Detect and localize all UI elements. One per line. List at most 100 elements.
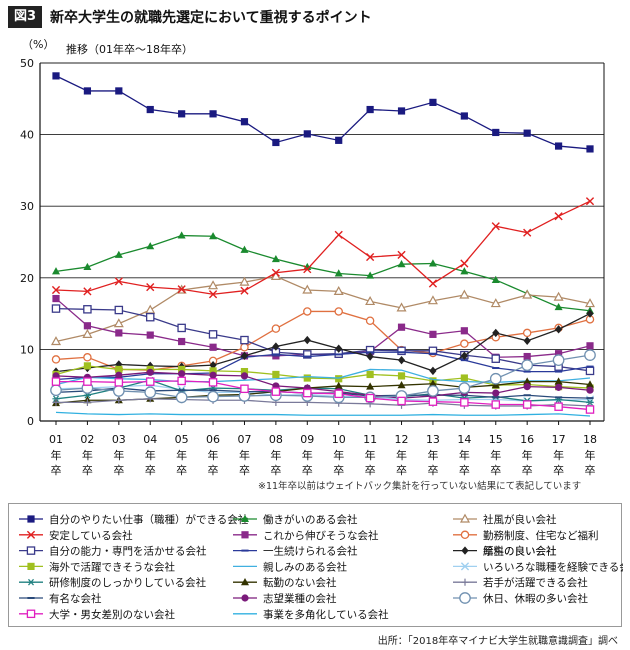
- data-point: [428, 397, 438, 406]
- data-point: [52, 398, 60, 406]
- legend-label: 給料の良い会社: [483, 545, 557, 558]
- data-point: [144, 386, 157, 399]
- y-tick-label: 20: [20, 272, 34, 285]
- data-point: [585, 405, 595, 414]
- data-point: [397, 396, 406, 406]
- series-line: [55, 368, 591, 386]
- data-point: [397, 250, 406, 259]
- series-6: [51, 304, 595, 376]
- data-point: [209, 232, 218, 240]
- data-point: [334, 269, 343, 277]
- legend-marker: [241, 594, 249, 602]
- data-point: [83, 322, 92, 330]
- x-tick-suffix: 年: [208, 448, 219, 462]
- data-point: [334, 389, 343, 399]
- x-tick-label: 12: [395, 433, 409, 446]
- x-tick-suffix: 年: [365, 448, 376, 462]
- series-19: [55, 411, 591, 417]
- data-point: [272, 342, 280, 351]
- data-point: [114, 305, 124, 315]
- data-point: [460, 112, 468, 120]
- data-point: [51, 355, 61, 364]
- data-point: [366, 352, 374, 361]
- data-point: [523, 377, 532, 385]
- data-point: [114, 250, 123, 258]
- data-point: [83, 362, 92, 370]
- data-point: [396, 302, 407, 312]
- legend-marker: [27, 562, 35, 570]
- data-point: [585, 366, 595, 376]
- data-point: [460, 339, 469, 348]
- data-point: [50, 336, 62, 346]
- legend-marker: [241, 578, 249, 586]
- data-point: [428, 259, 437, 267]
- legend-item: いろいろな職種を経験できる会社: [453, 560, 623, 573]
- data-point: [460, 351, 468, 361]
- x-tick-suffix: 年: [396, 448, 407, 462]
- data-point: [521, 359, 534, 372]
- series-line: [55, 200, 591, 295]
- x-tick-suffix: 卒: [113, 463, 124, 477]
- data-point: [490, 298, 501, 308]
- figure-title: 新卒大学生の就職先選定において重視するポイント: [50, 10, 372, 26]
- legend-label-cont: 厚生の良い会社: [483, 545, 557, 558]
- x-tick-label: 14: [457, 433, 471, 446]
- data-point: [177, 285, 186, 294]
- data-point: [365, 295, 376, 306]
- legend-label: 大学・男女差別のない会社: [49, 608, 175, 621]
- legend-label: これから伸びそうな会社: [263, 529, 379, 542]
- data-point: [146, 368, 154, 376]
- x-tick-suffix: 年: [51, 448, 62, 462]
- data-point: [554, 142, 563, 150]
- data-point: [112, 385, 125, 397]
- chart-subtitle: 推移（01年卒～18年卒）: [66, 42, 193, 56]
- legend-label: 社風が良い会社: [483, 513, 557, 526]
- x-tick-suffix: 年: [302, 448, 313, 462]
- x-tick-suffix: 卒: [239, 463, 250, 477]
- data-point: [365, 393, 375, 403]
- data-point: [554, 402, 563, 411]
- data-point: [52, 294, 60, 303]
- data-point: [145, 304, 156, 314]
- series-line: [55, 313, 591, 373]
- data-point: [523, 336, 531, 346]
- x-tick-label: 09: [300, 433, 314, 446]
- data-point: [552, 354, 565, 366]
- legend-marker: [27, 578, 35, 586]
- data-point: [522, 328, 532, 338]
- data-point: [240, 118, 249, 126]
- x-tick-label: 04: [143, 433, 157, 446]
- data-point: [146, 283, 155, 292]
- legend-item: 海外で活躍できそうな会社: [19, 560, 175, 573]
- x-tick-suffix: 年: [522, 448, 533, 462]
- data-point: [177, 323, 186, 333]
- data-point: [334, 307, 343, 316]
- x-tick-suffix: 年: [333, 448, 344, 462]
- legend-item: 事業を多角化している会社: [233, 608, 389, 621]
- data-point: [584, 298, 596, 308]
- x-tick-suffix: 卒: [585, 463, 596, 477]
- data-point: [586, 145, 594, 153]
- x-tick-suffix: 年: [145, 448, 156, 462]
- data-point: [460, 398, 469, 407]
- x-tick-label: 08: [269, 433, 283, 446]
- data-point: [178, 110, 186, 118]
- data-point: [584, 349, 596, 361]
- y-unit-label: （%）: [22, 38, 54, 51]
- data-point: [491, 275, 500, 283]
- data-point: [208, 330, 218, 339]
- x-tick-suffix: 卒: [490, 463, 501, 477]
- x-tick-suffix: 卒: [176, 463, 187, 477]
- x-tick-label: 17: [552, 433, 566, 446]
- data-point: [146, 242, 155, 250]
- x-tick-suffix: 卒: [82, 463, 93, 477]
- data-point: [272, 370, 280, 379]
- x-tick-suffix: 年: [427, 448, 438, 462]
- legend-item: 社風が良い会社: [453, 513, 557, 526]
- data-point: [429, 366, 437, 376]
- series-4: [52, 294, 594, 361]
- data-point: [51, 377, 61, 386]
- data-point: [428, 279, 438, 288]
- data-point: [240, 335, 249, 345]
- data-point: [554, 212, 563, 221]
